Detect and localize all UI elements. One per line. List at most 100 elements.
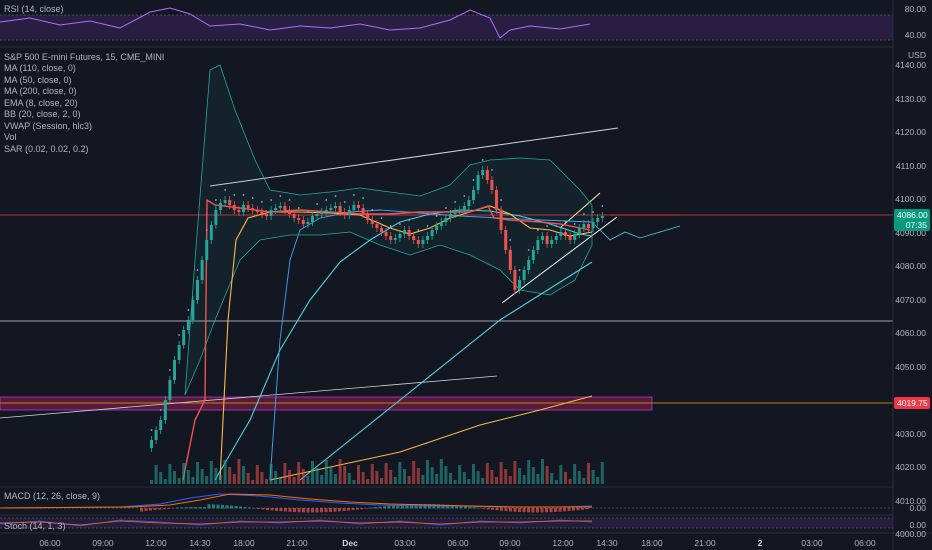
wedge-upper[interactable] [559,192,601,229]
indicator-vol[interactable]: Vol [4,132,17,142]
volume-bar [297,462,301,484]
sar-dot [592,211,594,213]
macd-hist-bar [522,508,526,513]
indicator-ma-50[interactable]: MA (50, close, 0) [4,74,72,85]
sar-dot [150,429,153,431]
sar-dot [224,189,227,191]
macd-hist-bar [410,504,413,509]
lower-trendline[interactable] [0,375,498,419]
macd-hist-bar [567,508,571,512]
volume-bar [228,467,232,484]
volume-bar [462,472,466,484]
macd-hist-bar [333,508,337,512]
wedge-lower[interactable] [501,216,618,304]
price-tick: 4060.00 [895,328,926,338]
volume-bar [384,463,388,484]
candle-body [476,175,480,190]
volume-bar [196,462,199,484]
candle-body [370,220,374,224]
price-tick: 4010.00 [895,495,926,506]
macd-hist-bar [153,508,157,511]
candle-body [311,216,314,222]
candle-body [513,270,517,290]
volume-bar [600,462,604,484]
macd-hist-bar [203,507,206,509]
indicator-vwap[interactable]: VWAP (Session, hlc3) [4,120,93,131]
candle-body [168,380,172,400]
macd-hist-bar [482,508,485,509]
macd-hist-bar [347,508,350,511]
indicator-ema[interactable]: EMA (8, close, 20) [4,97,78,108]
indicator-ma-110[interactable]: MA (110, close, 0) [4,63,76,73]
macd-hist-bar [293,508,296,513]
volume-bar [292,477,296,484]
sar-dot [307,211,309,213]
macd-hist-bar [284,508,287,512]
price-tick: 4140.00 [895,60,926,70]
price-tick: 4000.00 [895,529,926,539]
sar-dot [426,225,429,227]
volume-bar [591,470,595,484]
volume-bar [246,473,250,484]
volume-bar [200,469,204,484]
candle-body [531,250,535,260]
candle-body [485,170,489,180]
sar-dot [215,199,217,201]
time-tick: 09:00 [92,538,114,548]
sar-dot [334,195,337,197]
candle-body [375,224,379,228]
macd-signal-line [0,493,592,509]
candle-body [334,206,337,208]
sar-dot [325,199,328,201]
candle-body [186,320,190,330]
macd-hist-bar [171,507,175,509]
time-tick: 18:00 [641,538,663,548]
symbol-title[interactable]: S&P 500 E-mini Futures, 15, CME_MINI [4,52,165,62]
currency-label: USD [908,50,926,60]
macd-label[interactable]: MACD (12, 26, close, 9) [4,491,101,501]
volume-bar [430,467,434,484]
indicator-ma-200[interactable]: MA (200, close, 0) [4,86,77,96]
macd-hist-bar [459,505,463,509]
macd-hist-bar [581,508,584,510]
macd-hist-bar [207,504,211,509]
macd-hist-bar [473,507,476,509]
sar-dots [150,159,604,431]
price-tick: 4090.00 [895,227,926,238]
rsi-pane [0,7,893,41]
indicator-bb[interactable]: BB (20, close, 2, 0) [4,109,81,119]
volume-bar [444,466,448,484]
volume-bar [366,479,370,484]
macd-hist-bar [396,505,400,509]
candle-body [568,236,572,240]
candle-body [490,180,494,190]
time-tick: 12:00 [552,538,574,548]
volume-bar [324,460,328,484]
sar-dot [472,179,475,181]
volume-bar [518,468,521,484]
candle-body [292,214,296,218]
time-tick: 12:00 [145,538,167,548]
volume-bar [527,460,531,484]
rsi-label[interactable]: RSI (14, close) [4,4,64,14]
indicator-sar[interactable]: SAR (0.02, 0.02, 0.2) [4,143,89,154]
time-tick: 18:00 [233,538,255,548]
macd-hist-bar [198,507,202,509]
vwap-line [182,198,591,481]
volume-bar [209,461,213,484]
macd-hist-bar [518,508,521,513]
candle-body [223,200,227,203]
candle-body [412,236,416,240]
candle-body [499,210,503,230]
volume-bar [338,459,342,484]
upper-trendline[interactable] [209,127,619,187]
sar-dot [408,219,410,221]
volume-bar [508,476,512,484]
stoch-label[interactable]: Stoch (14, 1, 3) [4,521,66,531]
volume-bar [219,475,222,484]
stoch-tick: 0.00 [909,520,926,530]
price-tick: 4130.00 [895,93,926,104]
zone-rect[interactable] [0,396,653,411]
volume-bar [357,465,360,484]
